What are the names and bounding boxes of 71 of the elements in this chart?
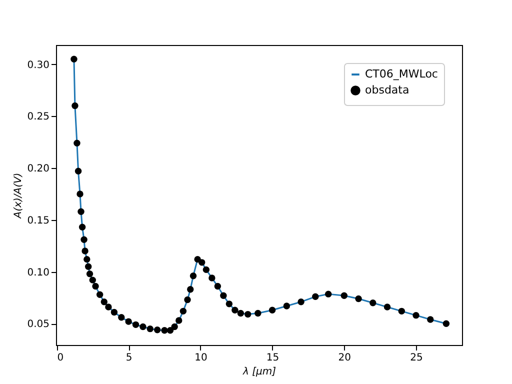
point (384, 304, 391, 310)
point (72, 102, 78, 110)
point (198, 259, 206, 266)
legend-label: CT06_MWLoc (365, 68, 438, 80)
point (96, 291, 104, 298)
point (78, 224, 86, 231)
y-axis-title: A(x)/A(V) (13, 172, 24, 220)
point (86, 270, 94, 278)
point (171, 323, 178, 330)
point (146, 325, 154, 332)
point (355, 295, 362, 302)
point (125, 318, 132, 325)
point (82, 248, 88, 254)
y-tick-label: 0.05 (27, 319, 50, 330)
point (214, 282, 222, 290)
point (202, 266, 210, 274)
point (220, 292, 227, 299)
point (70, 56, 78, 62)
y-tick-label: 0.10 (27, 267, 50, 278)
point (427, 316, 434, 323)
y-tick-label: 0.25 (27, 112, 50, 123)
x-tick-label: 25 (410, 352, 423, 364)
point (76, 190, 84, 198)
point (166, 327, 174, 334)
point (283, 302, 290, 310)
x-axis-title: λ [μm] (242, 366, 276, 378)
point (232, 306, 238, 314)
point (118, 314, 125, 321)
y-tick-label: 0.20 (27, 164, 50, 175)
point (80, 236, 88, 243)
x-tick-label: 0 (57, 352, 64, 364)
point (190, 272, 197, 280)
point (89, 276, 96, 284)
point (184, 296, 191, 304)
point (74, 168, 82, 174)
point (100, 298, 108, 306)
point (254, 310, 262, 317)
x-tick-label: 10 (194, 352, 208, 364)
point (442, 320, 450, 327)
x-tick-label: 20 (338, 352, 352, 364)
y-tick-label: 0.30 (27, 60, 50, 71)
point (84, 256, 90, 263)
point (187, 286, 194, 293)
point (244, 310, 252, 318)
point (84, 263, 92, 270)
y-tick-label: 0.15 (27, 215, 50, 226)
point (154, 326, 161, 334)
point (237, 310, 244, 317)
point (340, 292, 348, 299)
point (268, 306, 276, 314)
x-tick-label: 5 (126, 352, 132, 364)
point (74, 140, 80, 146)
point (412, 312, 420, 319)
point (105, 304, 112, 310)
point (140, 323, 146, 330)
point (370, 300, 376, 306)
point (78, 208, 84, 215)
point (132, 321, 140, 328)
point (324, 290, 332, 298)
point (312, 293, 319, 300)
point (398, 308, 405, 315)
point (110, 308, 118, 316)
point (298, 298, 304, 306)
point (226, 300, 233, 308)
point (176, 317, 182, 324)
point (208, 274, 216, 282)
point (180, 308, 187, 315)
x-tick-label: 15 (266, 352, 280, 364)
legend-label: obsdata (365, 84, 410, 96)
point (161, 327, 168, 334)
point (92, 282, 99, 290)
